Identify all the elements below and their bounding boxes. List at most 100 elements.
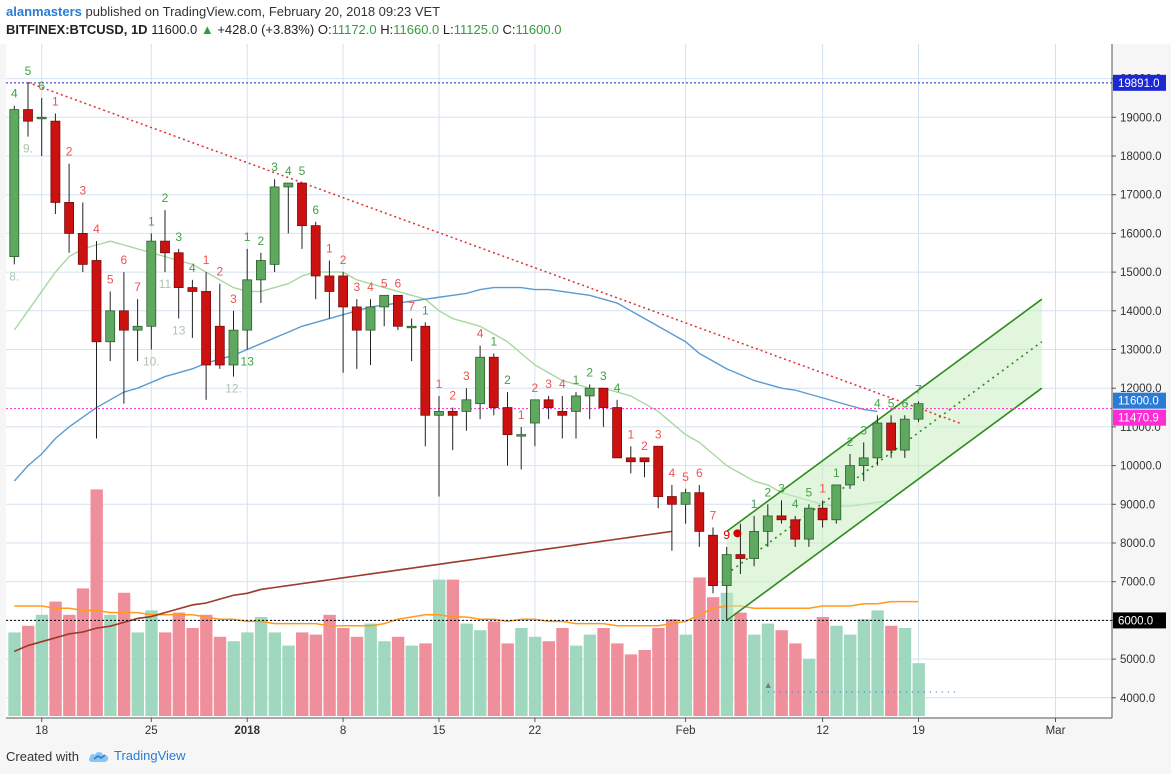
volume-bar bbox=[364, 623, 377, 716]
count-label: 1 bbox=[490, 334, 497, 348]
volume-bar bbox=[487, 621, 501, 716]
count-label: 4 bbox=[614, 381, 621, 395]
volume-bar bbox=[528, 636, 542, 716]
count-label: 2 bbox=[449, 389, 456, 403]
price-tag bbox=[1113, 74, 1166, 91]
volume-bar bbox=[186, 628, 199, 716]
volume-bar bbox=[693, 577, 706, 716]
candle bbox=[338, 272, 349, 373]
volume-bar bbox=[35, 614, 49, 716]
count-label: 4 bbox=[477, 327, 484, 341]
count-label: 8. bbox=[9, 269, 19, 283]
candle-body bbox=[653, 445, 664, 497]
candle-body bbox=[228, 329, 239, 366]
candle bbox=[173, 248, 184, 319]
count-label: 6 bbox=[312, 203, 319, 217]
count-label: 5 bbox=[25, 64, 32, 78]
candle-body bbox=[817, 507, 828, 521]
volume-ma-line bbox=[14, 600, 919, 627]
price-tick-label: 10000.0 bbox=[1120, 461, 1162, 473]
publisher-name[interactable]: alanmasters bbox=[6, 4, 82, 19]
volume-bar bbox=[254, 617, 268, 716]
volume-bar bbox=[200, 614, 213, 716]
volume-bar bbox=[748, 634, 761, 716]
high-value: 11660.0 bbox=[393, 22, 440, 37]
volume-bar bbox=[460, 623, 473, 716]
candle-body bbox=[146, 240, 157, 327]
candle-body bbox=[50, 120, 61, 203]
time-tick-label: 19 bbox=[912, 725, 925, 737]
volume-bar bbox=[775, 630, 788, 716]
volume-bar bbox=[624, 654, 638, 716]
count-label: 1 bbox=[751, 497, 758, 511]
volume-bar bbox=[309, 634, 323, 716]
count-label: 2 bbox=[162, 191, 169, 205]
candle-body bbox=[379, 294, 390, 308]
candle-body bbox=[667, 496, 677, 505]
candle-body bbox=[173, 252, 184, 288]
volume-bar bbox=[337, 628, 350, 716]
candle bbox=[9, 105, 20, 265]
count-label: 2 bbox=[216, 265, 223, 279]
count-label: 1 bbox=[819, 481, 826, 495]
candle-body bbox=[132, 325, 143, 331]
candle bbox=[91, 241, 102, 439]
count-label: 9. bbox=[23, 142, 33, 156]
volume-bar bbox=[816, 617, 829, 716]
symbol-label[interactable]: BITFINEX:BTCUSD, 1D bbox=[6, 22, 148, 37]
high-label: H: bbox=[380, 22, 394, 37]
volume-bar bbox=[172, 612, 186, 716]
count-label: 6 bbox=[901, 396, 908, 410]
count-label: 3 bbox=[463, 369, 470, 383]
volume-bar bbox=[419, 643, 432, 716]
publish-line: alanmasters published on TradingView.com… bbox=[6, 4, 440, 19]
candle bbox=[913, 401, 924, 423]
candle bbox=[379, 294, 390, 327]
candle bbox=[804, 504, 814, 547]
candle bbox=[886, 415, 896, 458]
ohlc-line: BITFINEX:BTCUSD, 1D 11600.0 ▲ +428.0 (+3… bbox=[6, 22, 561, 37]
price-tag bbox=[1113, 392, 1166, 409]
candle-body bbox=[831, 484, 842, 521]
candle bbox=[817, 500, 828, 528]
candle-body bbox=[187, 287, 198, 292]
volume-bar bbox=[378, 641, 391, 716]
candle-body bbox=[475, 356, 486, 405]
candle bbox=[351, 299, 362, 369]
count-label: 4 bbox=[285, 164, 292, 178]
candle-body bbox=[557, 411, 568, 416]
candle-body bbox=[392, 294, 403, 327]
candle bbox=[543, 395, 554, 420]
tradingview-logo[interactable]: TradingView bbox=[88, 748, 186, 764]
count-label: 1 bbox=[627, 427, 634, 441]
close-value: 11600.0 bbox=[515, 22, 562, 37]
volume-bar bbox=[515, 628, 528, 716]
ma-mid-line bbox=[13, 286, 878, 482]
candle bbox=[119, 272, 129, 404]
count-label: 4 bbox=[559, 377, 566, 391]
count-label: 7 bbox=[134, 280, 141, 294]
volume-bar bbox=[145, 610, 158, 716]
candle bbox=[845, 453, 855, 489]
volume-bar bbox=[131, 632, 144, 716]
count-label: 3 bbox=[545, 377, 552, 391]
count-label: 3 bbox=[230, 292, 237, 306]
chart-header: alanmasters published on TradingView.com… bbox=[0, 0, 1171, 44]
candle bbox=[447, 407, 458, 451]
candle bbox=[680, 488, 691, 524]
count-label: 11 bbox=[159, 277, 172, 291]
candle-body bbox=[105, 310, 116, 343]
time-tick-label: 2018 bbox=[234, 725, 260, 737]
time-tick-label: 8 bbox=[340, 725, 346, 737]
candle-body bbox=[530, 399, 540, 424]
volume-bar bbox=[296, 632, 309, 716]
price-tick-label: 17000.0 bbox=[1120, 190, 1162, 202]
channel-upper-line bbox=[726, 298, 1043, 533]
candle-body bbox=[447, 411, 458, 416]
low-value: 11125.0 bbox=[453, 22, 499, 37]
price-tick-label: 8000.0 bbox=[1120, 538, 1155, 550]
ma-slow-line bbox=[13, 530, 673, 653]
candle bbox=[488, 353, 499, 416]
count-label: 1 bbox=[573, 373, 580, 387]
